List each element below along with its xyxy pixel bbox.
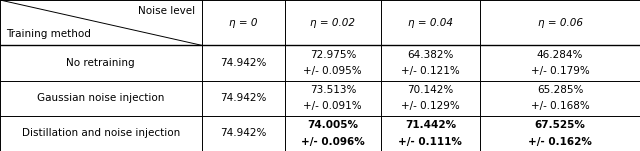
Text: 71.442%: 71.442% (405, 120, 456, 130)
Text: 70.142%: 70.142% (407, 85, 454, 95)
Text: 46.284%: 46.284% (537, 50, 583, 60)
Text: +/- 0.096%: +/- 0.096% (301, 137, 365, 147)
Text: 74.942%: 74.942% (220, 93, 266, 103)
Text: 74.005%: 74.005% (307, 120, 358, 130)
Text: 65.285%: 65.285% (537, 85, 583, 95)
Text: 67.525%: 67.525% (534, 120, 586, 130)
Text: Training method: Training method (6, 29, 92, 39)
Text: Noise level: Noise level (138, 6, 195, 16)
Text: η = 0: η = 0 (229, 18, 257, 28)
Text: +/- 0.168%: +/- 0.168% (531, 101, 589, 111)
Text: 74.942%: 74.942% (220, 58, 266, 68)
Text: +/- 0.162%: +/- 0.162% (528, 137, 592, 147)
Text: η = 0.06: η = 0.06 (538, 18, 582, 28)
Text: 64.382%: 64.382% (407, 50, 454, 60)
Text: Distillation and noise injection: Distillation and noise injection (22, 128, 180, 138)
Text: +/- 0.129%: +/- 0.129% (401, 101, 460, 111)
Text: Gaussian noise injection: Gaussian noise injection (37, 93, 164, 103)
Text: 72.975%: 72.975% (310, 50, 356, 60)
Text: 74.942%: 74.942% (220, 128, 266, 138)
Text: η = 0.04: η = 0.04 (408, 18, 453, 28)
Text: η = 0.02: η = 0.02 (310, 18, 355, 28)
Text: +/- 0.095%: +/- 0.095% (303, 66, 362, 76)
Text: +/- 0.121%: +/- 0.121% (401, 66, 460, 76)
Text: 73.513%: 73.513% (310, 85, 356, 95)
Text: No retraining: No retraining (67, 58, 135, 68)
Text: +/- 0.091%: +/- 0.091% (303, 101, 362, 111)
Text: +/- 0.179%: +/- 0.179% (531, 66, 589, 76)
Text: +/- 0.111%: +/- 0.111% (399, 137, 462, 147)
